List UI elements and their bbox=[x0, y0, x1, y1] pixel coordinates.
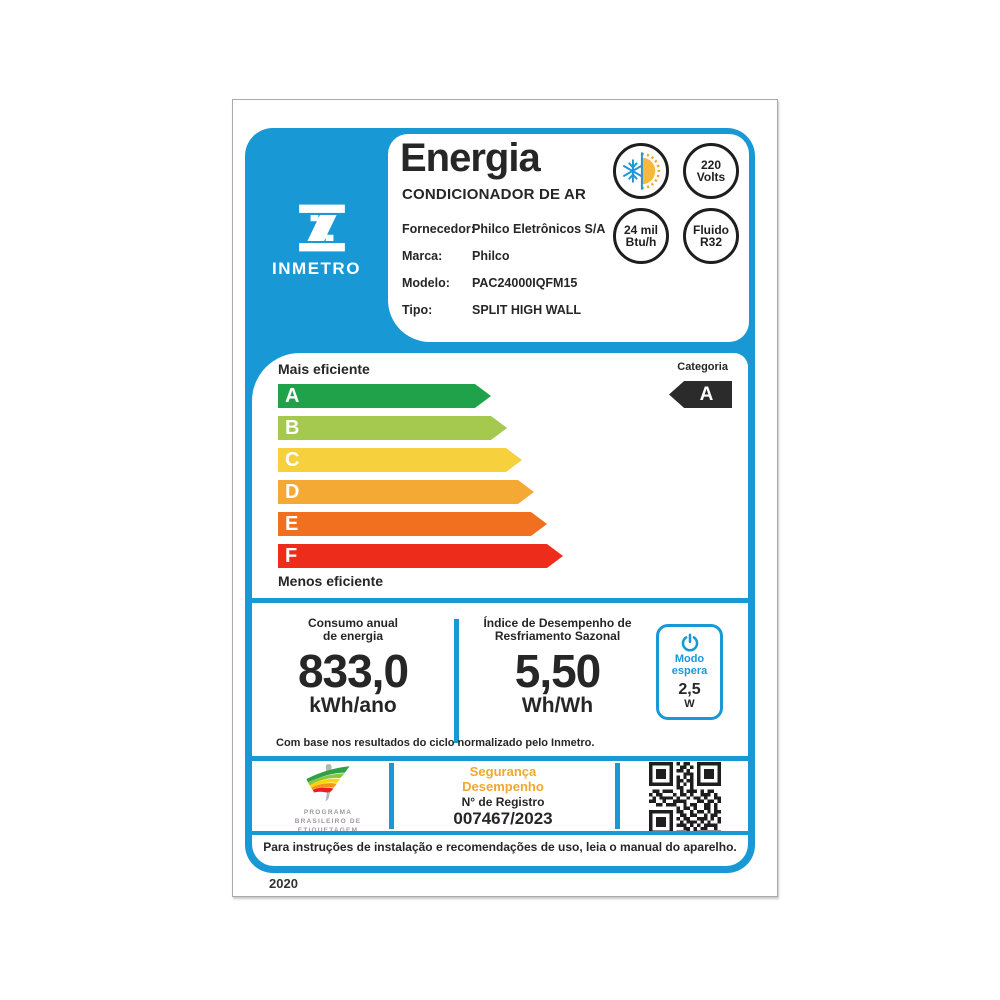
product-card: INMETRO Energia CONDICIONADOR DE AR Forn… bbox=[232, 99, 778, 897]
category-arrow: A bbox=[669, 381, 732, 408]
idrs-value: 5,50 bbox=[514, 645, 602, 697]
energy-label: INMETRO Energia CONDICIONADOR DE AR Forn… bbox=[245, 128, 755, 873]
divider bbox=[454, 619, 459, 743]
field-row: Marca: Philco bbox=[402, 249, 632, 263]
consumption-unit: kWh/ano bbox=[309, 694, 397, 717]
field-label: Tipo: bbox=[402, 303, 433, 317]
divider bbox=[389, 763, 394, 829]
pbe-text-line: BRASILEIRO DE bbox=[294, 818, 362, 825]
efficiency-bar-b: B bbox=[278, 416, 507, 440]
efficiency-bar-letter: A bbox=[285, 385, 300, 407]
label-subtitle: CONDICIONADOR DE AR bbox=[402, 186, 587, 203]
badge-text: 220 Volts bbox=[683, 143, 739, 199]
field-value: SPLIT HIGH WALL bbox=[472, 303, 582, 317]
badge-line: 220 bbox=[700, 157, 722, 172]
inmetro-logo-text: INMETRO bbox=[272, 259, 361, 278]
badge-line: 24 mil bbox=[623, 222, 659, 237]
cycle-footnote: Com base nos resultados do ciclo normali… bbox=[276, 737, 595, 749]
field-label: Modelo: bbox=[402, 276, 450, 290]
registry-number: 007467/2023 bbox=[453, 809, 553, 828]
less-efficient-label: Menos eficiente bbox=[278, 573, 384, 589]
field-row: Modelo: PAC24000IQFM15 bbox=[402, 276, 632, 290]
category-label: Categoria bbox=[677, 361, 728, 373]
badge-text: 24 mil Btu/h bbox=[613, 208, 669, 264]
field-value: PAC24000IQFM15 bbox=[472, 276, 578, 290]
badge-text: Fluido R32 bbox=[683, 208, 739, 264]
pbe-logo-icon bbox=[306, 764, 350, 802]
idrs-title-1: Índice de Desempenho de bbox=[483, 616, 632, 630]
manual-note: Para instruções de instalação e recomend… bbox=[263, 840, 737, 854]
pbe-text: PROGRAMA BRASILEIRO DE ETIQUETAGEM bbox=[272, 809, 384, 835]
cert-desempenho: Desempenho bbox=[462, 779, 544, 794]
idrs-title-2: Resfriamento Sazonal bbox=[494, 629, 621, 643]
header-box: Energia CONDICIONADOR DE AR Fornecedor:P… bbox=[388, 134, 749, 342]
badge-line: Volts bbox=[696, 170, 726, 184]
label-year: 2020 bbox=[269, 876, 298, 891]
efficiency-bar-letter: D bbox=[285, 481, 300, 503]
standby-label-1: Modo bbox=[674, 653, 705, 665]
efficiency-bar-e: E bbox=[278, 512, 547, 536]
field-row: Fornecedor:Philco Eletrônicos S/A bbox=[402, 222, 632, 236]
standby-value: 2,5 bbox=[678, 681, 701, 698]
efficiency-bar-letter: F bbox=[285, 545, 298, 567]
registry-block: Segurança Desempenho N° de Registro 0074… bbox=[391, 764, 615, 828]
efficiency-bar-c: C bbox=[278, 448, 522, 472]
snowflake-sun-icon bbox=[618, 148, 664, 194]
idrs-unit: Wh/Wh bbox=[521, 694, 594, 717]
divider bbox=[252, 598, 748, 603]
efficiency-bar-f: F bbox=[278, 544, 563, 568]
badge-line: R32 bbox=[699, 235, 722, 249]
standby-unit: W bbox=[684, 698, 695, 710]
field-value: Philco bbox=[472, 249, 510, 263]
pbe-text-line: PROGRAMA bbox=[303, 809, 353, 816]
label-title: Energia bbox=[400, 136, 541, 180]
badge-line: Btu/h bbox=[625, 235, 657, 249]
cert-seguranca: Segurança bbox=[469, 764, 537, 779]
power-icon bbox=[681, 633, 698, 652]
divider bbox=[252, 756, 748, 761]
pbe-logo-block: PROGRAMA BRASILEIRO DE ETIQUETAGEM bbox=[272, 763, 384, 835]
field-label: Fornecedor: bbox=[402, 222, 475, 236]
consumption-metric: Consumo anual de energia 833,0 kWh/ano bbox=[252, 617, 454, 717]
qr-code bbox=[649, 762, 721, 834]
standby-label-2: espera bbox=[671, 664, 708, 677]
more-efficient-label: Mais eficiente bbox=[278, 361, 370, 377]
inmetro-logo-icon bbox=[299, 204, 345, 252]
divider bbox=[252, 831, 748, 835]
efficiency-bar-letter: C bbox=[285, 449, 300, 471]
field-row: Tipo: SPLIT HIGH WALL bbox=[402, 303, 632, 317]
badge-climate bbox=[613, 143, 669, 199]
consumption-title-2: de energia bbox=[322, 629, 384, 643]
consumption-title-1: Consumo anual bbox=[307, 616, 398, 630]
efficiency-bar-a: A bbox=[278, 384, 491, 408]
consumption-value: 833,0 bbox=[297, 645, 409, 697]
idrs-metric: Índice de Desempenho de Resfriamento Saz… bbox=[459, 617, 656, 717]
field-value: Philco Eletrônicos S/A bbox=[472, 222, 606, 236]
pbe-text-line: ETIQUETAGEM bbox=[272, 827, 384, 835]
efficiency-bar-d: D bbox=[278, 480, 534, 504]
category-value: A bbox=[699, 383, 714, 405]
divider bbox=[615, 763, 620, 829]
efficiency-bar-letter: B bbox=[285, 417, 300, 439]
efficiency-bar-letter: E bbox=[285, 513, 299, 535]
field-label: Marca: bbox=[402, 249, 443, 263]
standby-box: Modo espera 2,5 W bbox=[656, 624, 723, 720]
badge-line: Fluido bbox=[693, 222, 729, 237]
registry-label: N° de Registro bbox=[461, 795, 545, 809]
